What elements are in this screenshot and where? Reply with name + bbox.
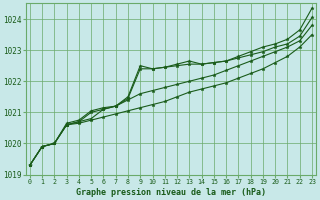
X-axis label: Graphe pression niveau de la mer (hPa): Graphe pression niveau de la mer (hPa) xyxy=(76,188,266,197)
